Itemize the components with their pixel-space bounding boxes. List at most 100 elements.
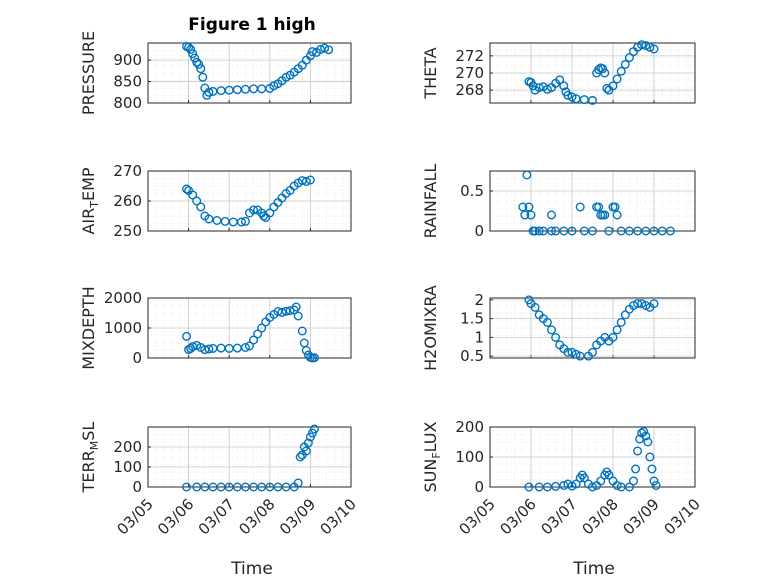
x-tick-label: 03/08 (579, 495, 622, 538)
data-point (612, 74, 622, 84)
subplot-air-temp: 250 260 270 AIRTEMP (79, 162, 352, 240)
data-point (524, 202, 534, 212)
data-point (643, 437, 653, 447)
y-tick-label: 1.5 (460, 310, 484, 328)
data-point (596, 476, 606, 486)
data-point (528, 81, 538, 91)
data-point (236, 217, 246, 227)
subplot-h2omixra: 0.511.52 H2OMIXRA (421, 285, 696, 371)
axes-box (147, 170, 352, 232)
data-point (309, 353, 319, 363)
data-point (192, 196, 202, 206)
data-point (320, 43, 330, 53)
y-tick-label: 260 (113, 192, 142, 210)
subplot-mixdepth: 0 1000 2000 MIXDEPTH (79, 286, 352, 370)
data-point (307, 47, 317, 57)
data-point (542, 317, 552, 327)
x-tick-label: 03/10 (661, 495, 704, 538)
y-tick-label: 0 (132, 478, 142, 496)
data-point (612, 325, 622, 335)
y-tick-label: 850 (113, 73, 142, 91)
figure-title: Figure 1 high (188, 15, 316, 35)
data-point (649, 299, 659, 309)
subplot-pressure: 800 850 900 PRESSURE (79, 31, 352, 115)
y-axis-label: MIXDEPTH (79, 286, 98, 369)
data-point (522, 170, 532, 180)
data-point (604, 226, 614, 236)
y-tick-label: 270 (113, 162, 142, 180)
data-point (547, 325, 557, 335)
data-point (633, 446, 643, 456)
data-point (182, 184, 192, 194)
data-point (555, 75, 565, 85)
y-axis-label: RAINFALL (421, 164, 440, 239)
data-point (616, 66, 626, 76)
subplot-rainfall: 0 0.5 RAINFALL (421, 164, 696, 240)
x-tick-label: 03/10 (317, 495, 360, 538)
x-tick-label: 03/09 (276, 495, 319, 538)
data-point (240, 343, 250, 353)
data-point (624, 482, 634, 492)
y-tick-label: 0 (474, 478, 484, 496)
data-point (547, 226, 557, 236)
x-tick-label: 03/07 (195, 495, 238, 538)
data-point (588, 226, 598, 236)
data-point (277, 307, 287, 317)
x-axis-label-right: Time (572, 559, 615, 579)
data-point (647, 464, 657, 474)
data-point (198, 72, 208, 82)
y-tick-label: 2 (474, 291, 484, 309)
data-point (265, 208, 275, 218)
data-point (588, 95, 598, 105)
data-point (651, 481, 661, 491)
y-tick-label: 200 (455, 418, 484, 436)
data-point (196, 64, 206, 74)
data-point (249, 205, 259, 215)
data-point (301, 176, 311, 186)
data-point (534, 226, 544, 236)
y-axis-label: AIRTEMP (79, 167, 101, 234)
y-tick-label: 100 (455, 448, 484, 466)
y-tick-label: 2000 (104, 289, 142, 307)
data-point (616, 317, 626, 327)
data-point (244, 341, 254, 351)
data-point (547, 210, 557, 220)
data-point (571, 479, 581, 489)
y-tick-label: 200 (113, 438, 142, 456)
data-point (641, 301, 651, 311)
y-tick-label: 0 (474, 222, 484, 240)
axes-box (489, 42, 696, 104)
axes-box (489, 170, 696, 232)
data-point (600, 68, 610, 78)
data-point (182, 331, 192, 341)
data-point (204, 344, 214, 354)
y-tick-label: 250 (113, 222, 142, 240)
data-point (291, 302, 301, 312)
data-point (563, 90, 573, 100)
x-axis-label-left: Time (230, 559, 273, 579)
data-point (257, 323, 267, 333)
data-point (579, 473, 589, 483)
data-point (588, 347, 598, 357)
data-point (293, 478, 303, 488)
data-point (637, 40, 647, 50)
data-point (612, 481, 622, 491)
x-tick-label: 03/05 (456, 495, 499, 538)
data-point (297, 326, 307, 336)
data-point (324, 45, 334, 55)
data-point (588, 482, 598, 492)
data-point (293, 311, 303, 321)
y-tick-label: 900 (113, 51, 142, 69)
y-axis-label: TERRMSL (79, 422, 101, 494)
y-tick-label: 0.5 (460, 347, 484, 365)
data-point (665, 226, 675, 236)
data-point (542, 84, 552, 94)
data-point (534, 83, 544, 93)
data-point (631, 464, 641, 474)
data-point (301, 346, 311, 356)
data-point (518, 202, 528, 212)
